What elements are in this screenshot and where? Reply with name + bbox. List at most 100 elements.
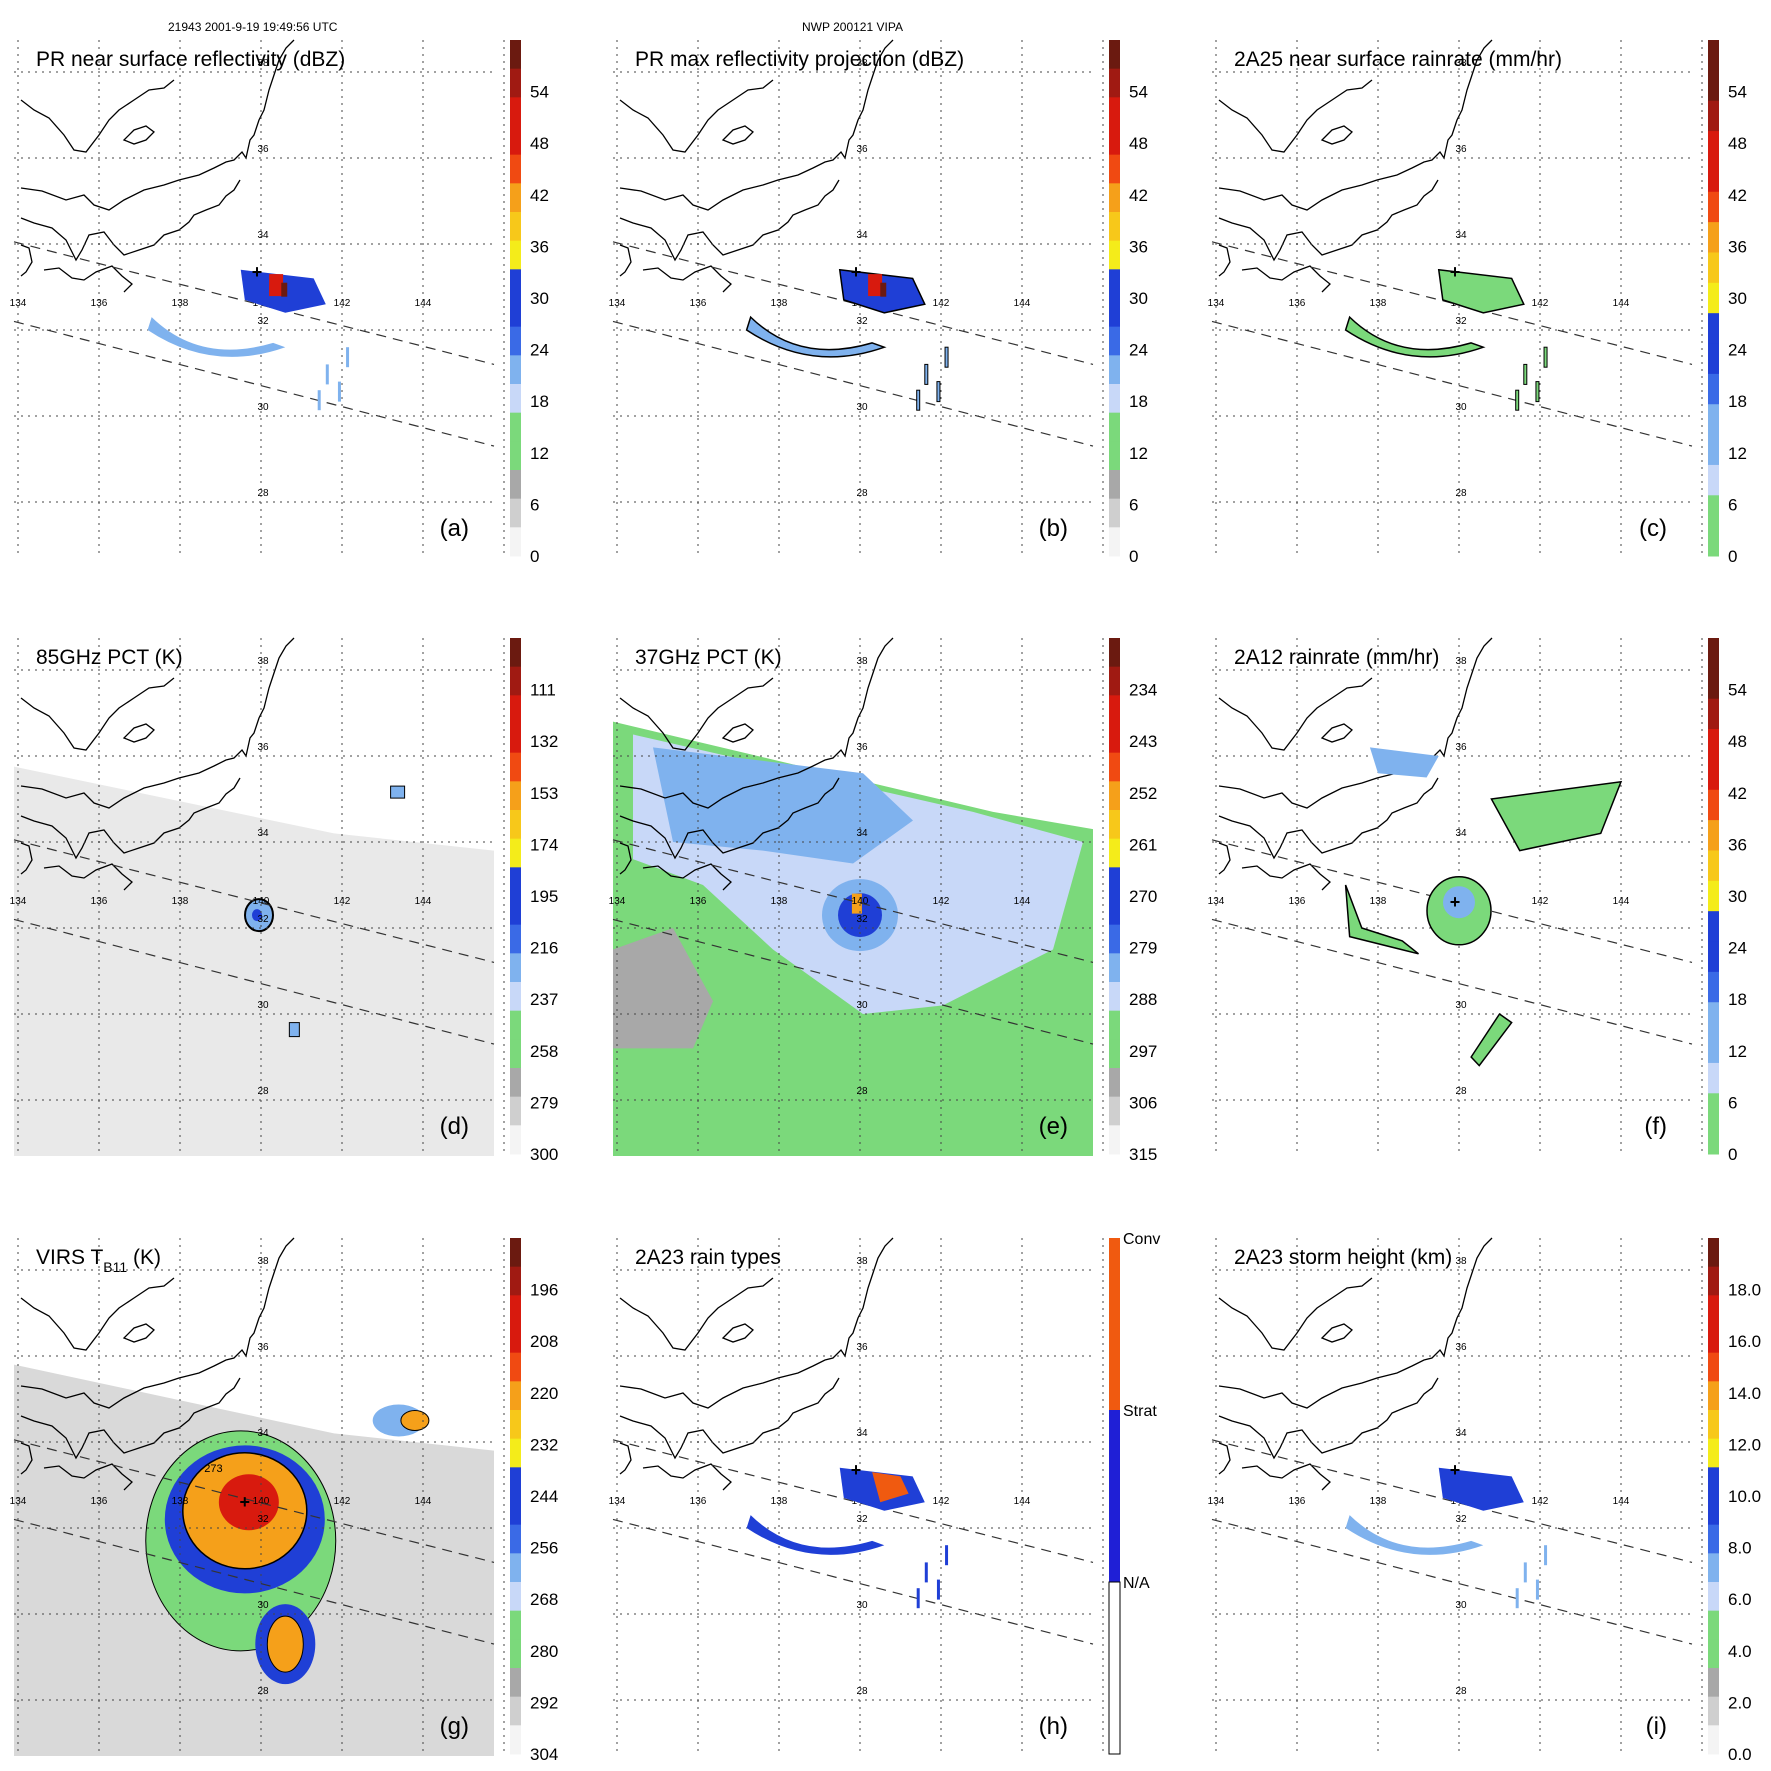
colorbar-band [1708,911,1719,943]
coastline-3 [1218,1442,1231,1475]
coastline-3 [619,842,632,875]
colorbar-band [1708,161,1719,193]
rain-streak [1543,346,1548,368]
rainband-arc [1345,1515,1484,1555]
colorbar-band [1708,222,1719,253]
coastline-3 [20,244,33,277]
header-orbit-time: 21943 2001-9-19 19:49:56 UTC [168,20,338,34]
coastline-5 [122,1323,155,1343]
colorbar-band [1109,1068,1120,1098]
colorbar-band [510,781,521,811]
convective-core [872,1472,909,1503]
colorbar-band [1109,68,1120,98]
colorbar-band [510,1238,521,1268]
lat-label: 28 [1455,1086,1467,1097]
colorbar-band [510,1324,521,1354]
colorbar-band [1109,527,1120,557]
storm-center-marker: + [1450,892,1461,912]
lat-label: 32 [856,914,868,925]
colorbar-band [1708,1295,1719,1325]
colorbar-band [1708,971,1719,1003]
storm-center-marker: + [240,1492,251,1512]
colorbar-label: 12 [1129,444,1148,463]
lon-label: 134 [10,298,27,309]
cloud-top-red [218,1474,279,1531]
colorbar-label: 18 [1129,392,1148,411]
colorbar-label: 153 [530,784,558,803]
colorbar-band [1109,924,1120,954]
colorbar-band [1109,40,1120,70]
rain-streak [945,1545,949,1566]
colorbar-band [1708,131,1719,162]
colorbar-label: Conv [1123,1231,1160,1248]
colorbar-band [510,1352,521,1382]
coastline-5 [721,1323,754,1343]
colorbar-label: 256 [530,1539,558,1558]
lon-label: 138 [1370,1496,1387,1507]
lon-label: 138 [771,1496,788,1507]
rain-streak [924,363,929,385]
lon-label: 144 [1014,298,1031,309]
coastline-5 [1320,723,1353,743]
lon-label: 140 [852,896,869,907]
lon-label: 144 [415,896,432,907]
lat-label: 34 [856,1428,868,1439]
colorbar-band [1708,373,1719,405]
coastline-2 [43,1463,133,1491]
coastline-3 [619,1442,632,1475]
colorbar-band [510,240,521,270]
coastline-1 [1218,777,1439,860]
lon-label: 134 [609,298,626,309]
panel-letter: (d) [440,1113,469,1140]
coastline-4 [1218,1277,1373,1351]
lat-label: 30 [257,1000,269,1011]
storm-center-marker: + [851,1460,862,1480]
colorbar-band [1109,1096,1120,1126]
warm-land-37ghz [613,928,713,1049]
lat-label: 34 [856,230,868,241]
colorbar-band [510,1096,521,1126]
lon-label: 142 [933,896,950,907]
lon-label: 142 [1532,298,1549,309]
lat-label: 28 [257,488,269,499]
lat-label: 30 [1455,1000,1467,1011]
header-storm-id: NWP 200121 VIPA [802,20,903,34]
coastline-4 [619,1277,774,1351]
colorbar-band [1708,525,1719,557]
coastline-3 [1218,244,1231,277]
colorbar-band [1708,1324,1719,1354]
lon-label: 142 [933,1496,950,1507]
colorbar-i: 18.0 16.0 14.0 12.0 10.0 8.0 6.0 4.0 2.0 0.0 [1708,1238,1761,1764]
pr-swath-edge-south [1211,320,1693,447]
colorbar-label: 237 [530,990,558,1009]
colorbar-band [1109,810,1120,840]
eyewall-region [1437,268,1525,314]
lat-label: 34 [1455,1428,1467,1439]
rainband-arc [745,315,887,358]
colorbar-label: 288 [1129,990,1157,1009]
colorbar-band [1708,1062,1719,1094]
coastline-0 [20,1237,295,1409]
colorbar-band [1708,1496,1719,1526]
lon-label: 134 [10,896,27,907]
colorbar-band [510,126,521,156]
lon-label: 144 [1613,896,1630,907]
colorbar-band [510,724,521,754]
colorbar-band [510,810,521,840]
coastline-4 [20,1277,175,1351]
lon-label: 134 [1208,896,1225,907]
colorbar-band [1109,838,1120,868]
colorbar-band [510,695,521,725]
colorbar-label: 12 [1728,1042,1747,1061]
coastline-1 [619,777,840,860]
colorbar-band [1109,298,1120,328]
colorbar-label: 261 [1129,835,1157,854]
rainband-arc [746,1515,885,1555]
coastline-1 [1218,1377,1439,1460]
lon-label: 142 [1532,896,1549,907]
eyewall-high [269,274,284,297]
colorbar-label: 234 [1129,681,1157,700]
colorbar-band [510,1068,521,1098]
pr-swath-edge-south [612,320,1094,447]
